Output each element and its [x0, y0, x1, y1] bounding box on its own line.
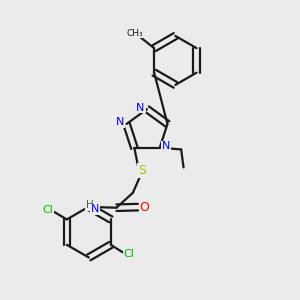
Text: Cl: Cl [124, 249, 135, 259]
Text: N: N [136, 103, 145, 112]
Text: N: N [91, 205, 99, 214]
Text: N: N [162, 142, 170, 152]
Text: H: H [86, 200, 94, 210]
Text: CH₃: CH₃ [126, 29, 143, 38]
Text: O: O [140, 201, 149, 214]
Text: N: N [116, 118, 124, 128]
Text: S: S [138, 164, 146, 178]
Text: Cl: Cl [42, 206, 53, 215]
